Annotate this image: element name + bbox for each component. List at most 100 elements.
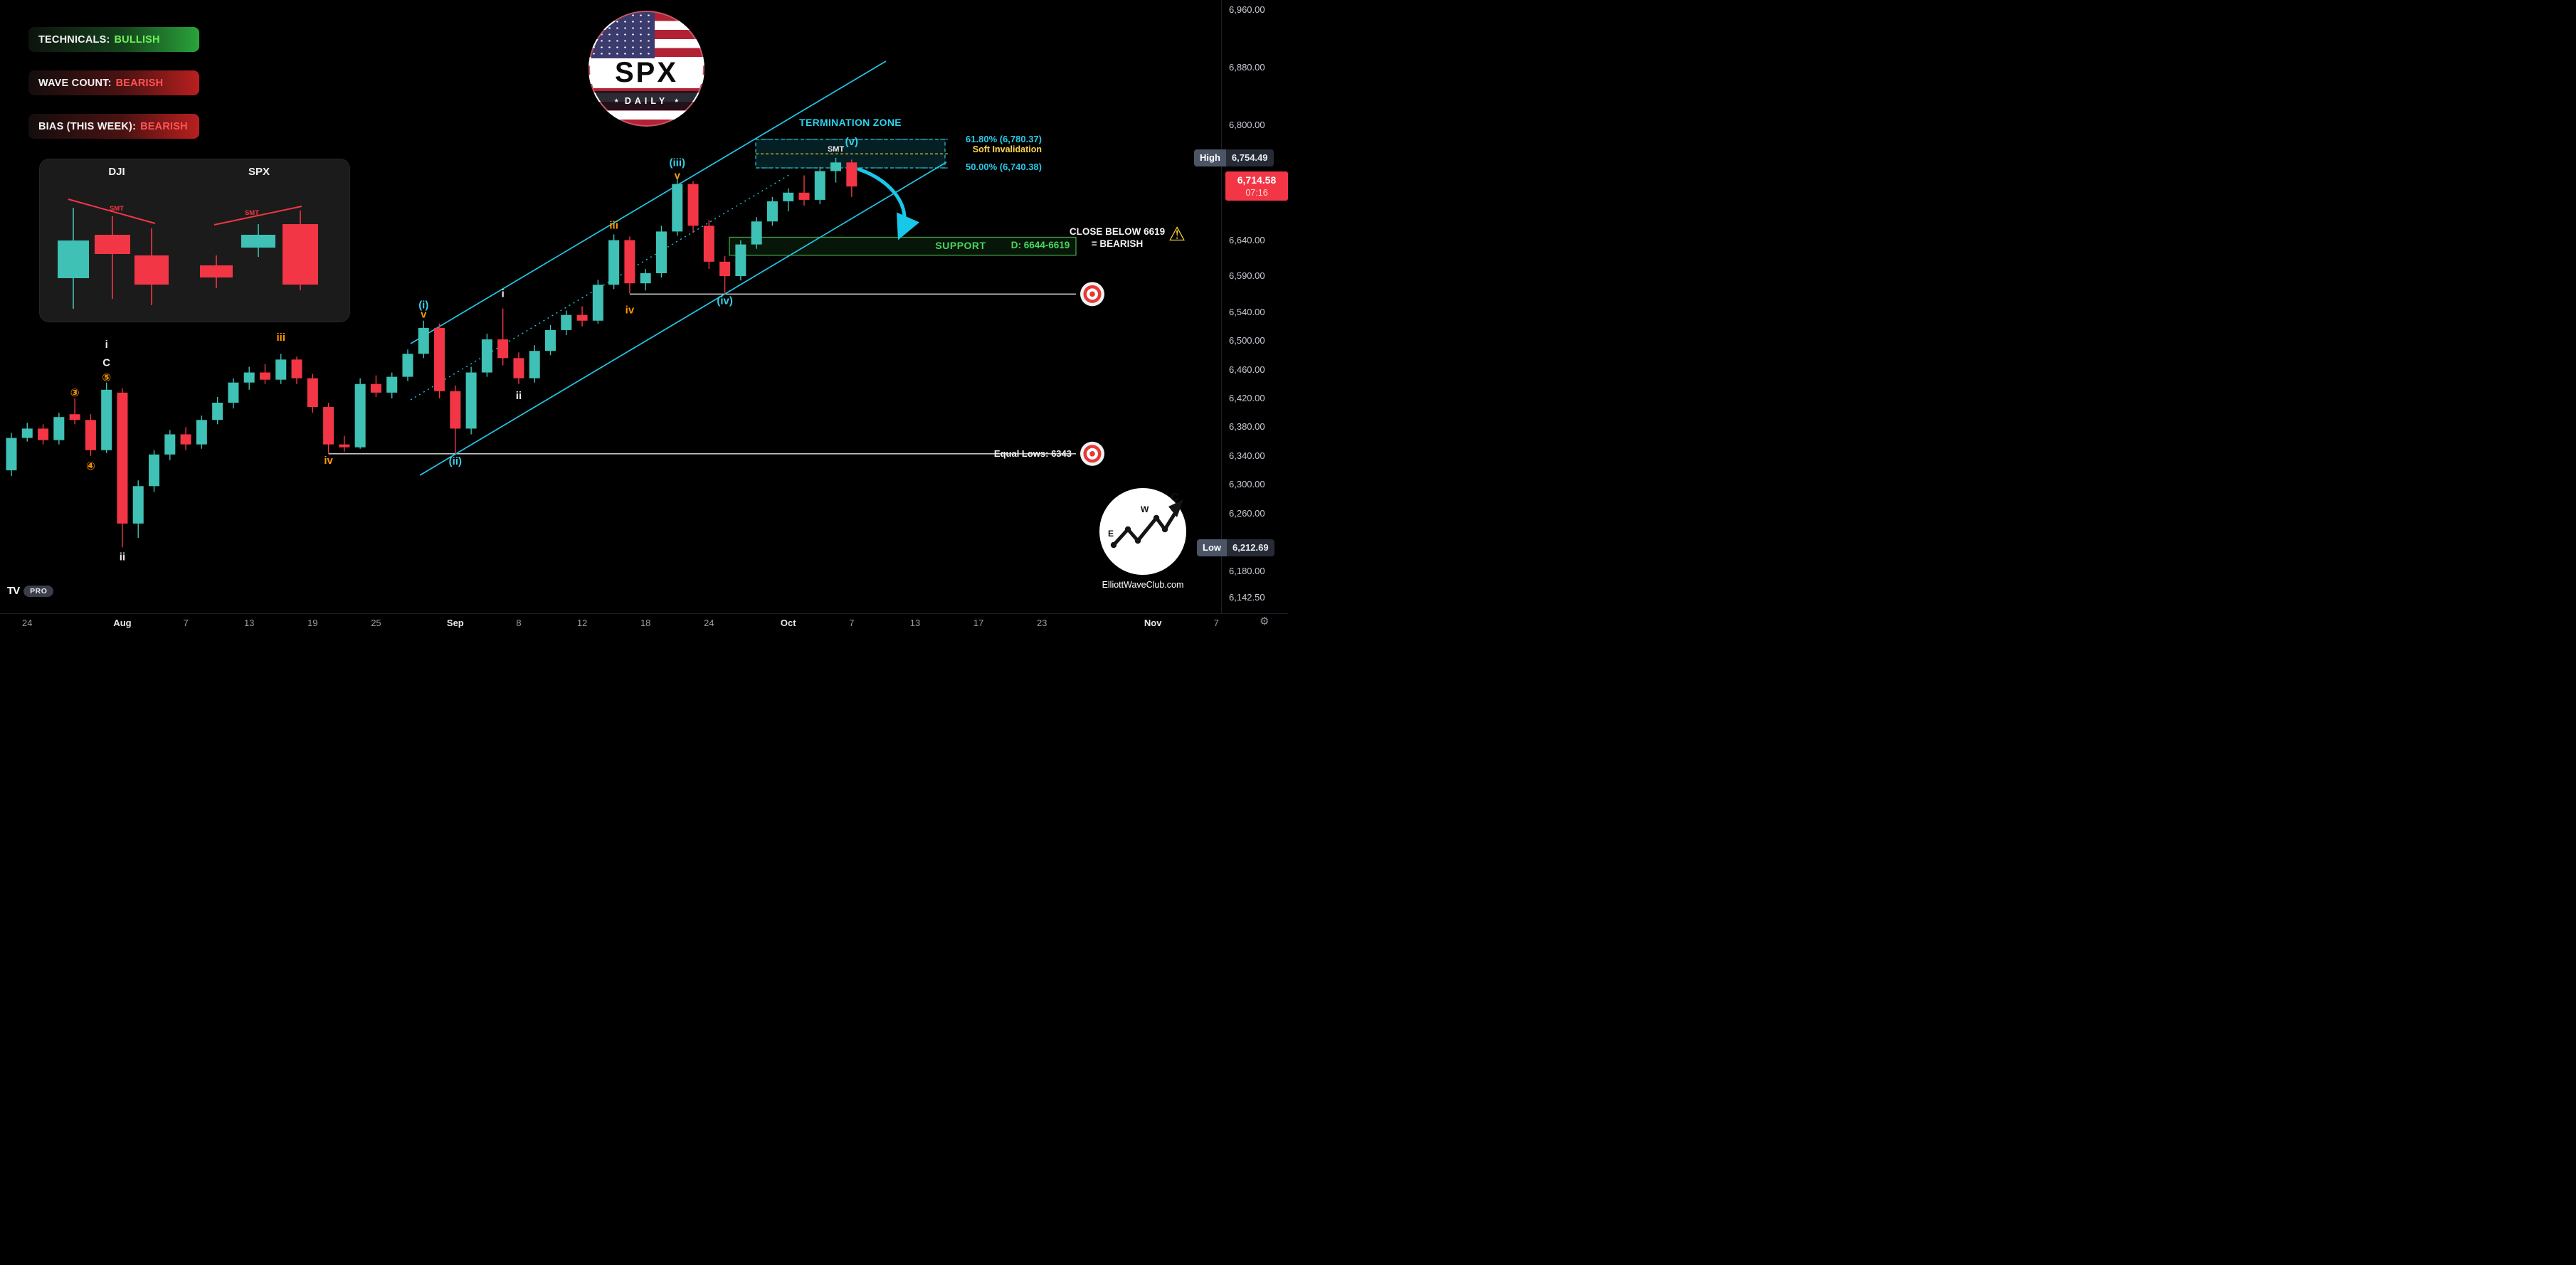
pro-badge[interactable]: PRO: [23, 585, 54, 597]
technicals-label: TECHNICALS:: [38, 33, 110, 46]
fib-50-label: 50.00% (6,740.38): [966, 162, 1042, 172]
spx-divergence-line: [213, 206, 302, 226]
wave-count-badge: WAVE COUNT: BEARISH: [28, 70, 199, 95]
ewc-zigzag-icon: E W C: [1108, 492, 1183, 549]
last-price-value: 6,714.58: [1237, 174, 1277, 186]
time-axis-day-label: 23: [1036, 618, 1047, 628]
wave-label: ⑤: [102, 372, 111, 384]
channel-trendline[interactable]: [410, 173, 792, 401]
support-zone-label: SUPPORT: [935, 240, 986, 251]
star-icon: ★: [613, 97, 619, 105]
channel-trendline[interactable]: [410, 60, 887, 344]
candle: [450, 385, 461, 454]
flag-union-stars: [590, 12, 655, 59]
smt-mini-candle: [200, 265, 233, 277]
time-axis-day-label: 17: [973, 618, 984, 628]
star-icon: ★: [674, 97, 680, 105]
gear-icon[interactable]: ⚙: [1260, 615, 1269, 628]
time-axis-day-label: 12: [576, 618, 588, 628]
watermark-site: ElliottWaveClub.com: [1102, 580, 1184, 590]
candle: [196, 416, 207, 449]
price-axis-label: 6,420.00: [1229, 392, 1265, 403]
elliott-wave-club-logo: E W C: [1099, 488, 1186, 575]
time-axis-day-label: 19: [307, 618, 318, 628]
candle: [608, 234, 620, 290]
ewc-letter: C: [1171, 492, 1179, 504]
channel-trendline[interactable]: [419, 162, 947, 476]
candle: [497, 308, 509, 366]
price-axis-label: 6,180.00: [1229, 565, 1265, 576]
candle: [259, 364, 270, 384]
candle: [354, 378, 366, 449]
dji-divergence-line: [68, 199, 156, 224]
price-axis-label: 6,540.00: [1229, 306, 1265, 317]
time-axis-day-label: 13: [909, 618, 921, 628]
price-axis[interactable]: 6,960.00 6,880.00 6,800.00 6,640.00 6,590.00…: [1221, 0, 1288, 613]
candle: [228, 378, 239, 409]
candle: [85, 414, 96, 456]
bias-badge: BIAS (THIS WEEK): BEARISH: [28, 114, 199, 139]
tradingview-logo[interactable]: TV PRO: [7, 585, 54, 597]
tradingview-mark-icon[interactable]: TV: [7, 585, 20, 597]
time-axis-day-label: 24: [22, 618, 33, 628]
price-chart-canvas[interactable]: ③④iC⑤iiiiiiv(i)v(ii)iiiiiiiv(iii)v(iv)SM…: [0, 0, 1221, 613]
price-axis-label: 6,880.00: [1229, 61, 1265, 73]
candle: [434, 323, 445, 398]
support-zone[interactable]: [729, 236, 1077, 256]
candle: [624, 236, 635, 294]
wave-label: iii: [277, 332, 286, 344]
candle: [69, 398, 80, 425]
wave-label: (i): [418, 300, 428, 312]
candle: [798, 175, 810, 206]
target-icon[interactable]: [1089, 291, 1095, 297]
time-axis-day-label: 7: [849, 618, 855, 628]
projection-arrow[interactable]: [857, 167, 920, 240]
target-icon[interactable]: [1089, 450, 1095, 457]
wave-label: i: [105, 339, 108, 351]
time-axis-day-label: 13: [243, 618, 255, 628]
candle: [846, 159, 857, 197]
bias-label: BIAS (THIS WEEK):: [38, 120, 137, 132]
time-axis[interactable]: 24 Aug 7 13 19 25 Sep 8 12 18 24 Oct 7 13 17 23 Nov 7: [0, 613, 1288, 632]
candle: [576, 306, 588, 327]
ewc-arrowhead: [1168, 499, 1183, 517]
price-axis-label: 6,460.00: [1229, 364, 1265, 375]
price-axis-label: 6,300.00: [1229, 479, 1265, 490]
logo-symbol: SPX: [590, 57, 703, 88]
price-axis-label: 6,640.00: [1229, 234, 1265, 245]
candle: [672, 178, 683, 236]
price-axis-label: 6,500.00: [1229, 335, 1265, 346]
candle: [291, 356, 302, 384]
spx-inset-title: SPX: [248, 166, 270, 178]
price-axis-label: 6,260.00: [1229, 507, 1265, 519]
candle: [402, 349, 413, 381]
candle: [243, 366, 255, 390]
candle: [561, 310, 572, 335]
candle: [386, 372, 398, 398]
soft-invalidation-label: Soft Invalidation: [972, 144, 1042, 154]
smt-mini-candle: [134, 255, 169, 285]
candle: [53, 413, 65, 445]
wave-label: iii: [609, 219, 618, 231]
logo-timeframe-band: ★ DAILY ★: [590, 91, 703, 111]
wave-label: (v): [845, 136, 858, 148]
low-label: Low: [1197, 539, 1227, 556]
wave-label: v: [675, 170, 681, 182]
wave-label: SMT: [828, 145, 845, 154]
time-axis-day-label: 7: [183, 618, 189, 628]
smt-comparison-panel: SMT SMT DJI SPX: [39, 159, 350, 322]
wave-label: iv: [324, 455, 333, 467]
smt-mini-candle: [95, 235, 130, 254]
smt-label: SMT: [245, 209, 259, 217]
wave-label: (iii): [670, 157, 686, 169]
price-axis-label: 6,960.00: [1229, 4, 1265, 15]
high-label: High: [1194, 149, 1226, 166]
ewc-letter: W: [1141, 504, 1149, 514]
time-axis-month-label: Sep: [446, 618, 464, 628]
candle: [830, 157, 842, 183]
candle: [703, 220, 714, 269]
warning-line2: = BEARISH: [1091, 238, 1144, 249]
candle: [212, 396, 223, 425]
low-price-badge: Low 6,212.69: [1197, 539, 1274, 556]
ewc-zigzag-path: [1112, 504, 1181, 547]
